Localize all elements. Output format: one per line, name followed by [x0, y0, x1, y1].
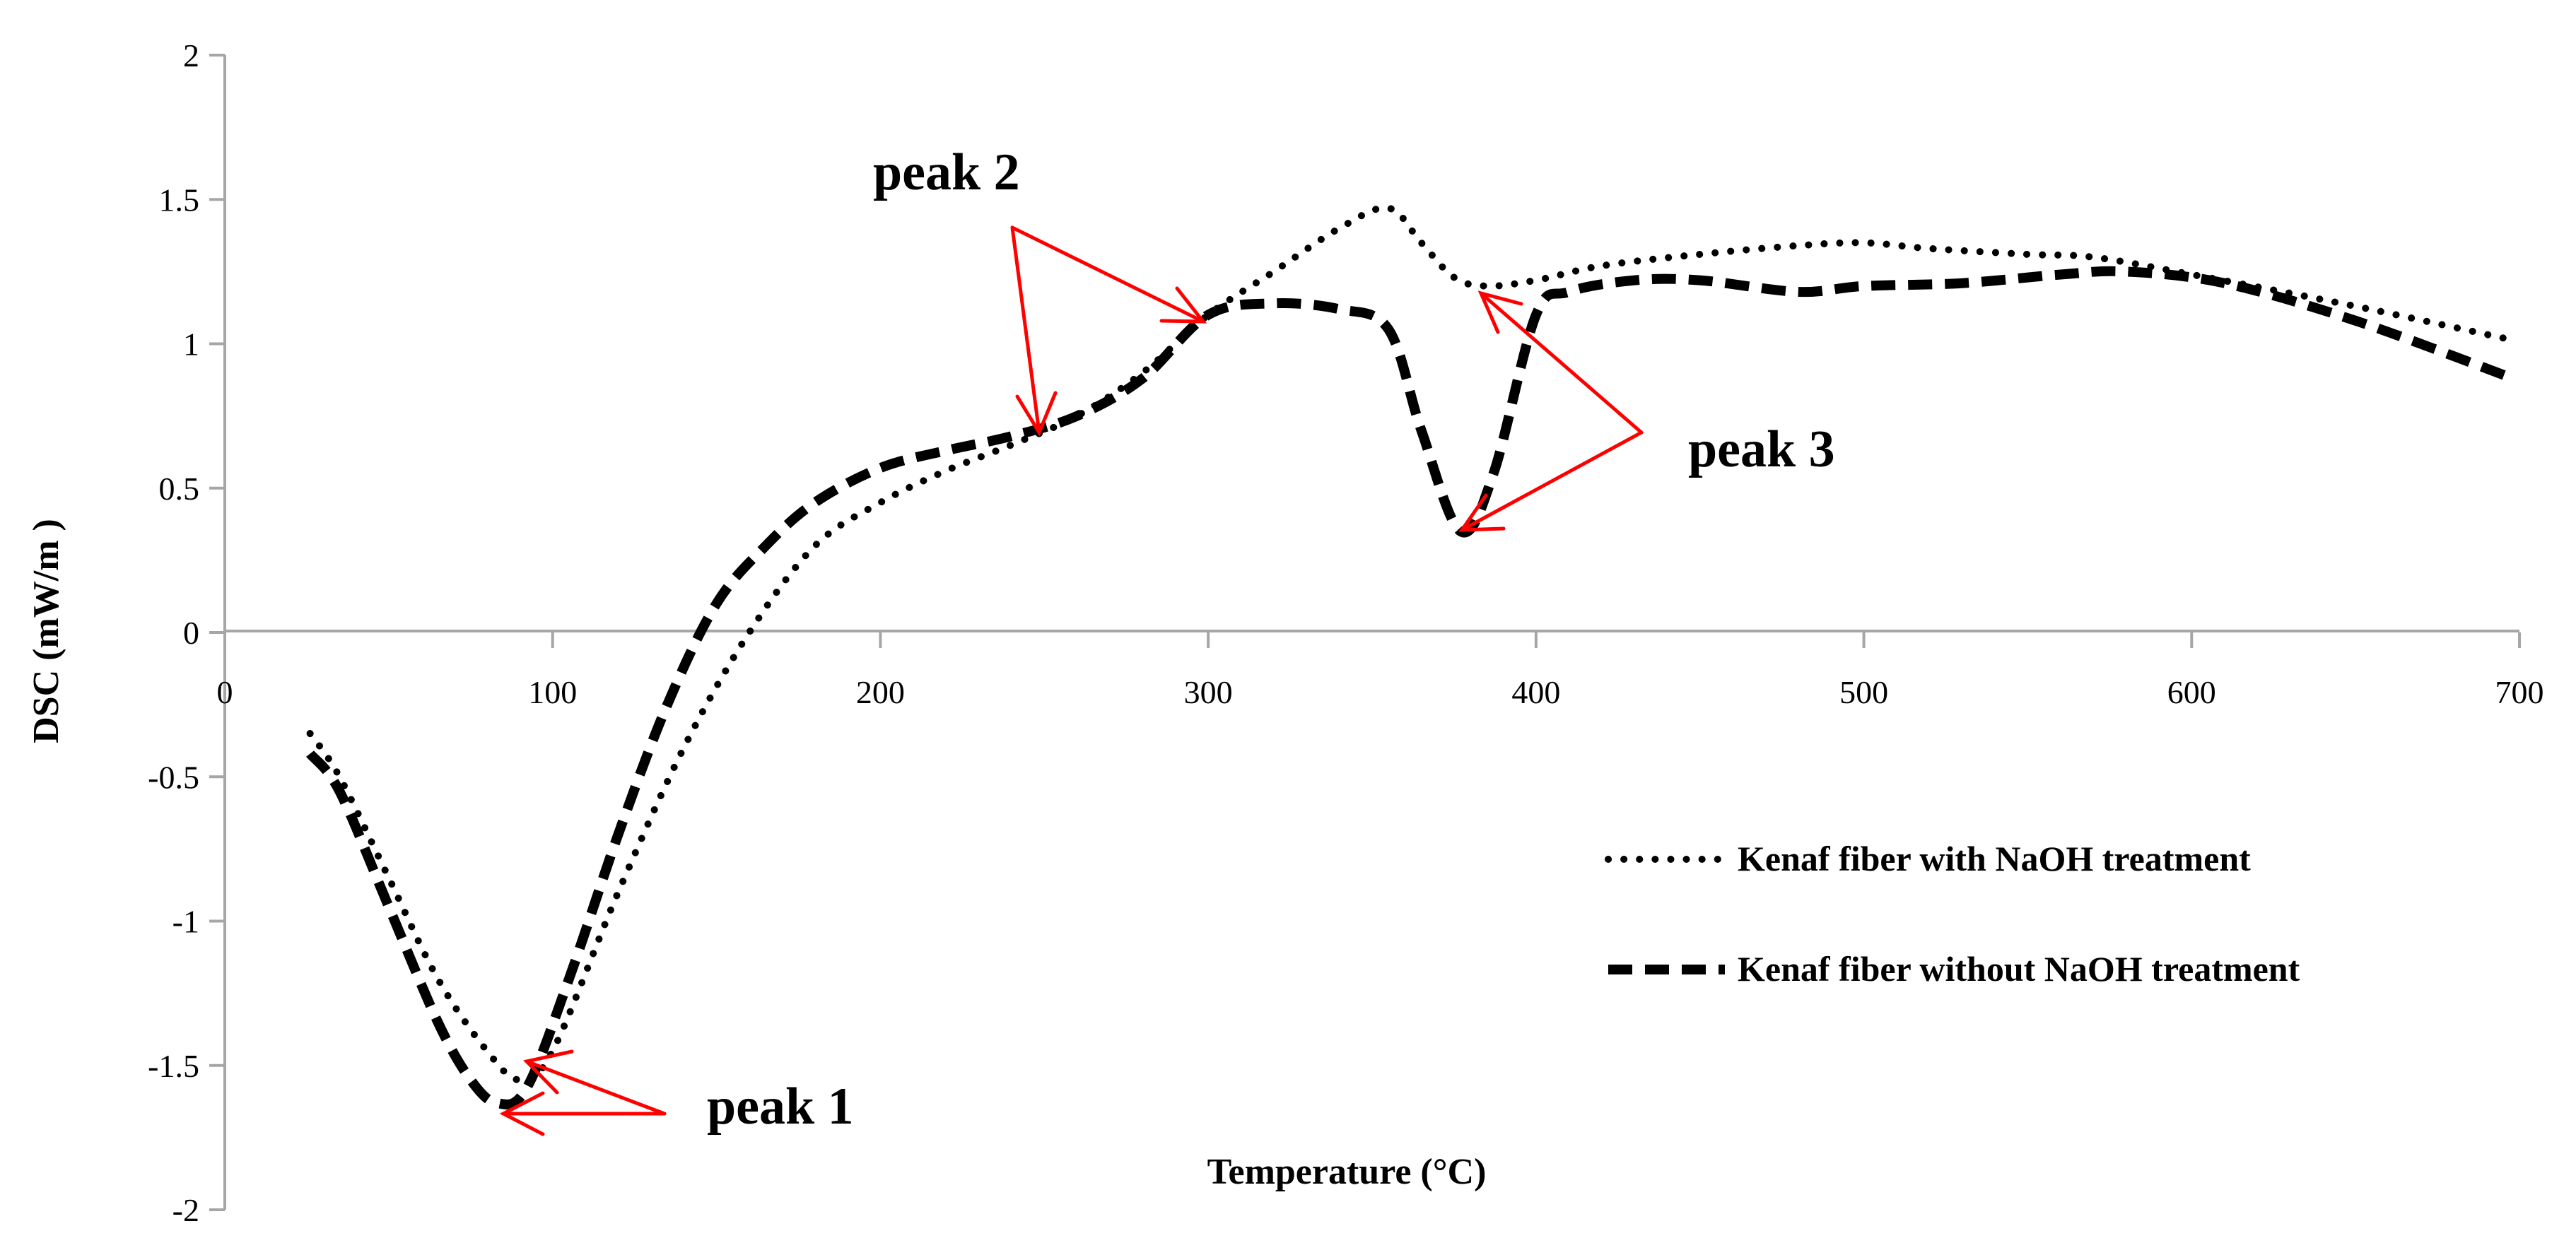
- y-axis-title: DSC (mW/m ): [26, 519, 66, 743]
- peak-3-annotation: [1458, 290, 1644, 532]
- x-tick-label: 600: [2167, 674, 2216, 710]
- peak-2-label: peak 2: [873, 143, 1020, 201]
- series-line-with-naoh: [306, 204, 2507, 1084]
- peak-2-arrow-a: [1010, 225, 1041, 435]
- peak-1-label: peak 1: [707, 1078, 854, 1136]
- x-axis-title: Temperature (°C): [1207, 1152, 1487, 1192]
- peak-2-annotation: [1010, 225, 1207, 437]
- peak-1-arrow-b: [525, 1059, 667, 1116]
- y-tick-label: 2: [183, 37, 199, 73]
- peak-3-arrow-a: [1479, 291, 1644, 435]
- y-tick-label: 0: [183, 615, 199, 651]
- y-ticks: 2 1.5 1 0.5 0 -0.5 -1 -1.5 -2: [148, 37, 225, 1228]
- x-tick-label: 300: [1184, 674, 1233, 710]
- legend-label-with-naoh: Kenaf fiber with NaOH treatment: [1738, 839, 2251, 878]
- legend-label-without-naoh: Kenaf fiber without NaOH treatment: [1738, 949, 2300, 989]
- peak-3-arrowhead-a: [1477, 290, 1523, 334]
- series-lines: [306, 204, 2515, 1109]
- peak-2-arrow-b: [1010, 225, 1205, 324]
- peak-3-arrowhead-b: [1458, 493, 1506, 532]
- peak-2-arrowhead-a: [1015, 391, 1058, 437]
- peak-1-arrowhead-b: [523, 1049, 574, 1095]
- x-tick-label: 0: [217, 674, 233, 710]
- peak-3-label: peak 3: [1688, 420, 1835, 478]
- y-tick-label: -0.5: [148, 759, 199, 795]
- x-tick-label: 200: [856, 674, 905, 710]
- x-tick-label: 400: [1511, 674, 1560, 710]
- x-tick-label: 100: [528, 674, 577, 710]
- legend: Kenaf fiber with NaOH treatment Kenaf fi…: [1605, 839, 2300, 989]
- peak-1-arrowhead-a: [499, 1091, 545, 1136]
- y-tick-label: -1: [172, 904, 199, 940]
- peak-1-annotation: [499, 1049, 667, 1136]
- y-tick-label: 1: [183, 326, 199, 363]
- peak-2-arrowhead-b: [1159, 286, 1207, 324]
- series-line-without-naoh: [306, 266, 2515, 1109]
- y-tick-label: -1.5: [148, 1048, 199, 1084]
- peak-3-arrow-b: [1460, 430, 1644, 532]
- x-tick-label: 700: [2495, 674, 2544, 710]
- y-tick-label: 1.5: [159, 182, 200, 218]
- x-tick-label: 500: [1839, 674, 1888, 710]
- y-tick-label: -2: [172, 1192, 199, 1228]
- x-ticks: 0 100 200 300 400 500 600 700: [217, 632, 2544, 710]
- y-tick-label: 0.5: [159, 471, 200, 507]
